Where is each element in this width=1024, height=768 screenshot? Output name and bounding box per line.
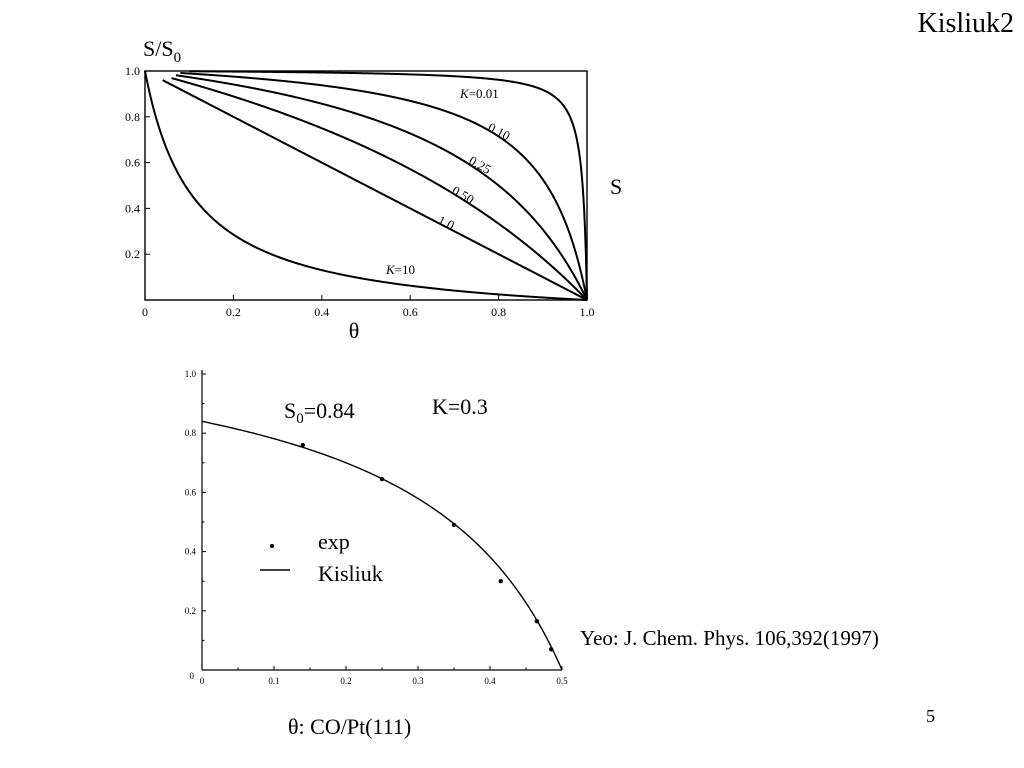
- curve-label-1: 1.0: [436, 212, 457, 233]
- curve-label-value: 1.0: [436, 212, 457, 233]
- bottom-y-tick-label: 0.4: [185, 547, 197, 557]
- curve-label-value: =10: [395, 262, 415, 277]
- caption-theta: θ: [288, 714, 299, 739]
- curve-k-0_25: [175, 74, 588, 301]
- top-x-axis-label: θ: [349, 318, 360, 343]
- bottom-origin-label: 0: [190, 671, 195, 681]
- kisliuk-fit-curve: [201, 420, 563, 671]
- exp-data-point: [498, 579, 503, 584]
- exp-data-point: [379, 476, 385, 482]
- curve-k-0_1: [180, 71, 588, 301]
- curve-k-0_5: [171, 77, 588, 301]
- bottom-x-tick-label: 0.1: [268, 676, 279, 686]
- top-y-tick-label: 0.4: [125, 201, 140, 215]
- legend-exp-label: exp: [318, 529, 350, 554]
- slide-title: Kisliuk2: [917, 8, 1014, 39]
- bottom-y-tick-label: 0.6: [185, 487, 197, 497]
- s0-annotation: S0=0.84: [284, 398, 355, 427]
- top-y-tick-label: 0.8: [125, 110, 140, 124]
- top-right-label: S: [610, 174, 622, 199]
- curve-k-0_01: [189, 70, 588, 301]
- curve-label-k-symbol: K: [385, 262, 396, 277]
- citation-text: Yeo: J. Chem. Phys. 106,392(1997): [580, 626, 879, 650]
- top-y-axis-label: S/S0: [143, 36, 181, 66]
- curve-label-k-symbol: K: [459, 86, 470, 101]
- legend-exp-marker: [270, 544, 274, 548]
- bottom-y-tick-label: 1.0: [185, 369, 197, 379]
- bottom-x-tick-label: 0: [200, 676, 205, 686]
- top-x-tick-label: 1.0: [580, 305, 595, 319]
- exp-data-point: [549, 647, 554, 652]
- caption-text: : CO/Pt(111): [298, 714, 412, 739]
- bottom-x-tick-label: 0.2: [340, 676, 351, 686]
- top-y-tick-label: 1.0: [125, 64, 140, 78]
- exp-data-point: [534, 618, 539, 624]
- top-y-tick-label: 0.2: [125, 247, 140, 261]
- top-x-tick-label: 0.6: [403, 305, 418, 319]
- legend-kisliuk-label: Kisliuk: [318, 561, 383, 586]
- curve-label-10: K=10: [385, 262, 415, 277]
- curve-k-1: [162, 79, 588, 301]
- top-x-tick-label: 0.8: [491, 305, 506, 319]
- top-x-tick-label: 0.2: [226, 305, 241, 319]
- k-annotation: K=0.3: [432, 394, 488, 419]
- exp-data-point: [451, 522, 457, 528]
- bottom-y-tick-label: 0.2: [185, 606, 196, 616]
- bottom-x-tick-label: 0.3: [412, 676, 424, 686]
- caption: θ: CO/Pt(111): [288, 714, 411, 740]
- top-y-tick-label: 0.6: [125, 156, 140, 170]
- top-x-tick-label: 0: [142, 305, 148, 319]
- exp-data-point: [300, 442, 305, 448]
- curve-label-0_01: K=0.01: [459, 86, 499, 101]
- page-number: 5: [926, 706, 935, 726]
- curve-label-value: =0.01: [469, 86, 499, 101]
- bottom-x-tick-label: 0.4: [484, 676, 496, 686]
- top-plot-frame: [144, 70, 588, 301]
- curve-k-10: [144, 70, 588, 301]
- bottom-x-tick-label: 0.5: [556, 676, 568, 686]
- bottom-y-tick-label: 0.8: [185, 428, 197, 438]
- top-x-tick-label: 0.4: [314, 305, 329, 319]
